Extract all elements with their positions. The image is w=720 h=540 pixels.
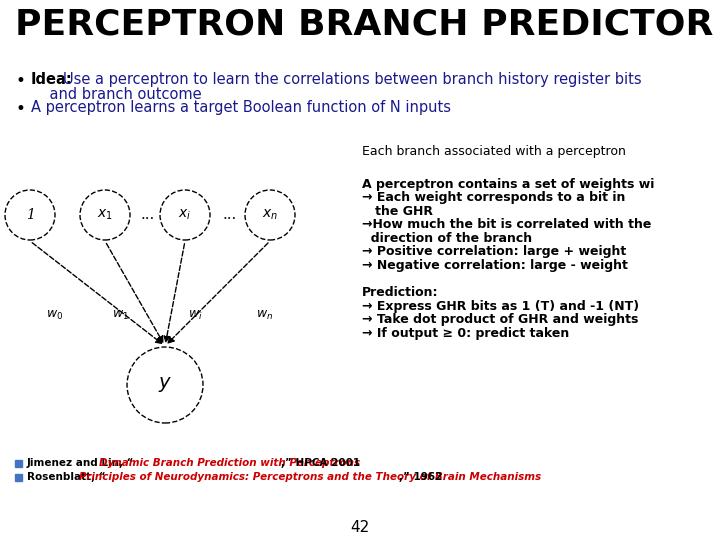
- Text: direction of the branch: direction of the branch: [362, 232, 532, 245]
- Text: Idea:: Idea:: [31, 72, 73, 87]
- Text: → Take dot product of GHR and weights: → Take dot product of GHR and weights: [362, 314, 639, 327]
- Text: •: •: [15, 72, 25, 90]
- Text: Each branch associated with a perceptron: Each branch associated with a perceptron: [362, 145, 626, 158]
- Text: Rosenblatt, “: Rosenblatt, “: [27, 472, 106, 482]
- Text: ,” 1962: ,” 1962: [399, 472, 442, 482]
- Text: A perceptron learns a target Boolean function of N inputs: A perceptron learns a target Boolean fun…: [31, 100, 451, 115]
- Text: $w_i$: $w_i$: [188, 308, 202, 321]
- Text: $w_n$: $w_n$: [256, 308, 274, 321]
- Text: → If output ≥ 0: predict taken: → If output ≥ 0: predict taken: [362, 327, 570, 340]
- Text: Dynamic Branch Prediction with Perceptrons: Dynamic Branch Prediction with Perceptro…: [99, 458, 360, 468]
- Text: $x_i$: $x_i$: [179, 208, 192, 222]
- Text: $w_1$: $w_1$: [112, 308, 128, 321]
- Text: and branch outcome: and branch outcome: [31, 87, 202, 102]
- Text: PERCEPTRON BRANCH PREDICTOR (I): PERCEPTRON BRANCH PREDICTOR (I): [15, 8, 720, 42]
- Text: $w_0$: $w_0$: [46, 308, 63, 321]
- Text: →How much the bit is correlated with the: →How much the bit is correlated with the: [362, 219, 652, 232]
- Text: $x_n$: $x_n$: [262, 208, 278, 222]
- Text: the GHR: the GHR: [362, 205, 433, 218]
- Text: $y$: $y$: [158, 375, 172, 395]
- Text: → Express GHR bits as 1 (T) and -1 (NT): → Express GHR bits as 1 (T) and -1 (NT): [362, 300, 639, 313]
- Text: Use a perceptron to learn the correlations between branch history register bits: Use a perceptron to learn the correlatio…: [63, 72, 642, 87]
- Text: 42: 42: [351, 521, 369, 536]
- Text: 1: 1: [26, 208, 35, 222]
- Text: → Negative correlation: large - weight: → Negative correlation: large - weight: [362, 259, 628, 272]
- Text: ,” HPCA 2001: ,” HPCA 2001: [281, 458, 360, 468]
- Text: $x_1$: $x_1$: [97, 208, 113, 222]
- Text: Jimenez and Lin, “: Jimenez and Lin, “: [27, 458, 135, 468]
- Bar: [15, 474, 22, 481]
- Bar: [15, 460, 22, 467]
- Text: A perceptron contains a set of weights wi: A perceptron contains a set of weights w…: [362, 178, 654, 191]
- Text: Principles of Neurodynamics: Perceptrons and the Theory of Brain Mechanisms: Principles of Neurodynamics: Perceptrons…: [79, 472, 541, 482]
- Text: → Each weight corresponds to a bit in: → Each weight corresponds to a bit in: [362, 192, 626, 205]
- Text: ...: ...: [223, 208, 237, 222]
- Text: → Positive correlation: large + weight: → Positive correlation: large + weight: [362, 246, 626, 259]
- Text: ...: ...: [141, 208, 155, 222]
- Text: •: •: [15, 100, 25, 118]
- Text: Prediction:: Prediction:: [362, 287, 438, 300]
